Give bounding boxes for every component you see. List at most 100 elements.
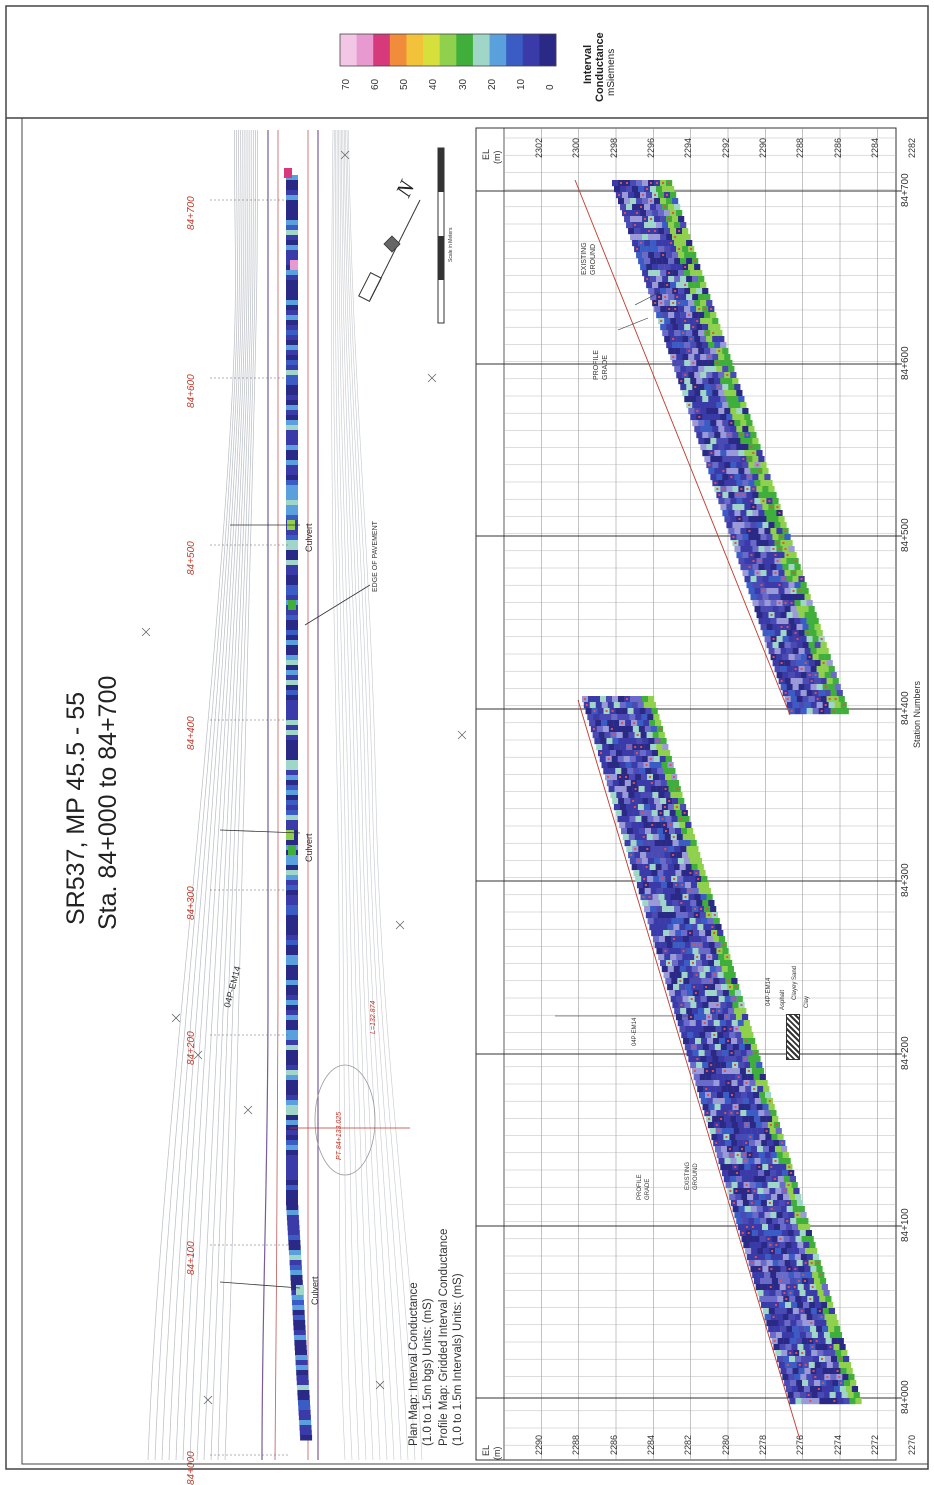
strip-cell [286, 470, 298, 476]
profile-cell [793, 1290, 800, 1297]
profile-cell [660, 288, 667, 295]
profile-cell [729, 1032, 736, 1039]
strip-cell [286, 1090, 298, 1096]
profile-cell [762, 1266, 769, 1273]
profile-cell [783, 1236, 790, 1243]
strip-cell [286, 350, 298, 356]
profile-cell [612, 696, 619, 703]
profile-cell [685, 1026, 692, 1033]
profile-grade-label-b: PROFILE GRADE [593, 350, 609, 380]
profile-cell [724, 996, 731, 1003]
profile-cell [759, 1134, 766, 1141]
profile-sample-point [682, 950, 685, 952]
profile-cell [795, 1194, 802, 1201]
profile-sample-point [737, 1076, 740, 1078]
profile-cell [682, 390, 689, 397]
profile-sample-point [811, 1346, 814, 1348]
profile-cell [696, 882, 704, 889]
strip-cell [286, 340, 298, 346]
profile-cell [797, 1284, 804, 1291]
profile-cell [790, 606, 797, 613]
profile-sample-point [840, 1382, 843, 1384]
profile-cell [717, 1032, 724, 1039]
profile-cell [594, 738, 601, 745]
profile-cell [658, 732, 665, 739]
profile-cell [748, 534, 755, 541]
profile-cell [752, 600, 759, 607]
profile-cell [724, 390, 731, 397]
profile-cell [625, 822, 632, 829]
profile-cell [790, 660, 797, 667]
profile-cell [770, 1212, 777, 1219]
profile-cell [724, 462, 731, 469]
profile-cell [745, 1248, 752, 1255]
profile-cell [790, 1218, 797, 1225]
profile-cell [736, 1116, 743, 1123]
profile-cell [662, 222, 669, 229]
profile-cell [813, 1398, 820, 1405]
profile-cell [775, 1188, 782, 1195]
profile-cell [780, 1308, 788, 1315]
profile-cell [829, 1392, 836, 1399]
profile-cell [775, 1290, 782, 1297]
profile-cell [700, 936, 708, 943]
profile-cell [719, 1038, 726, 1045]
profile-cell [820, 1362, 827, 1369]
profile-cell [797, 1302, 804, 1309]
profile-cell [809, 1302, 816, 1309]
profile-cell [718, 954, 725, 961]
profile-cell [790, 1380, 797, 1387]
profile-cell [686, 240, 693, 247]
profile-sample-point [670, 242, 673, 244]
profile-cell [746, 1110, 753, 1117]
profile-cell [771, 1134, 778, 1141]
profile-cell [796, 1200, 804, 1207]
profile-sample-point [662, 182, 664, 184]
profile-cell [725, 1182, 732, 1189]
profile-sample-point [669, 824, 672, 826]
strip-cell [286, 620, 298, 626]
profile-sample-point [725, 1136, 728, 1138]
profile-sample-point [625, 776, 628, 778]
profile-cell [676, 354, 683, 361]
profile-cell [784, 1380, 791, 1387]
profile-cell [660, 198, 667, 205]
profile-cell [767, 1140, 774, 1147]
contour-line [342, 129, 395, 1461]
profile-cell [607, 720, 614, 727]
profile-cell [734, 402, 741, 409]
profile-cell [638, 888, 645, 895]
strip-cell [286, 890, 298, 896]
profile-cell [642, 696, 649, 703]
profile-cell [691, 1026, 698, 1033]
strip-cell [286, 315, 298, 321]
profile-cell [696, 1044, 704, 1051]
strip-cell [286, 1110, 298, 1116]
profile-sample-point [745, 1040, 748, 1042]
profile-sample-point [718, 350, 721, 352]
profile-cell [687, 828, 694, 835]
profile-cell [829, 1350, 836, 1357]
profile-cell [646, 264, 653, 271]
profile-cell [815, 1284, 822, 1291]
profile-cell [622, 792, 629, 799]
profile-cell [618, 798, 625, 805]
el-left-label: 2286 [608, 1434, 619, 1455]
profile-cell [769, 1128, 776, 1135]
profile-sample-point [716, 488, 719, 490]
profile-cell [758, 546, 765, 553]
strip-cell [286, 440, 298, 446]
strip-cell [286, 710, 298, 716]
profile-cell [770, 510, 777, 517]
profile-map-note-2: (1.0 to 1.5m Intervals) Units: (mS) [452, 1273, 464, 1446]
profile-cell [833, 1344, 840, 1351]
profile-sample-point [769, 1124, 772, 1126]
profile-cell [677, 1020, 684, 1027]
profile-sample-point [787, 1184, 790, 1186]
profile-cell [630, 234, 637, 241]
profile-sample-point [654, 302, 657, 304]
strip-cell [286, 510, 298, 516]
profile-sample-point [713, 932, 716, 934]
profile-cell [588, 696, 595, 703]
profile-cell [646, 792, 653, 799]
